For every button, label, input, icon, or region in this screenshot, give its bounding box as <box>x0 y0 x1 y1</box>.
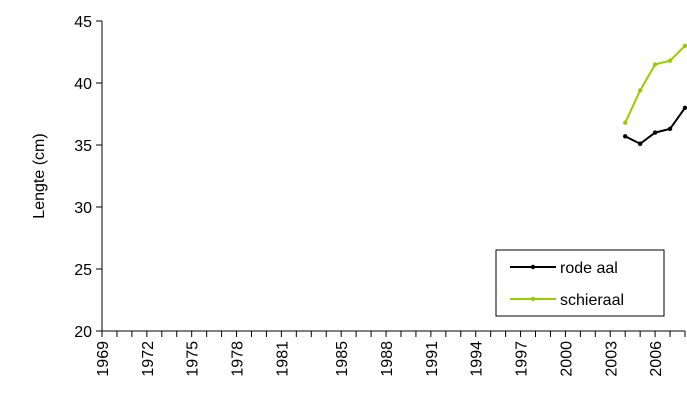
legend-label-2: schieraal <box>560 292 624 309</box>
x-tick-label: 1985 <box>334 341 351 377</box>
data-point <box>652 130 658 135</box>
y-tick-label: 35 <box>74 138 92 155</box>
series-line-1 <box>624 107 686 145</box>
x-axis: 1969 1972 1975 1978 1981 1985 1988 1991 1994 1997… <box>95 330 686 377</box>
y-axis: 20 25 30 35 40 45 <box>74 14 103 341</box>
y-tick-label: 45 <box>74 14 92 31</box>
data-point <box>623 120 628 125</box>
x-tick-label: 2000 <box>558 341 575 377</box>
x-tick-label: 1978 <box>230 341 247 377</box>
x-tick-label: 1988 <box>379 341 396 377</box>
x-tick-label: 2006 <box>648 341 665 377</box>
data-point <box>667 58 673 63</box>
x-tick-label: 1991 <box>424 341 441 377</box>
x-tick-label: 1972 <box>140 341 157 377</box>
y-tick-label: 25 <box>74 262 92 279</box>
series-lines <box>623 43 687 146</box>
x-tick-label: 1975 <box>185 341 202 377</box>
legend-marker-2 <box>530 296 536 302</box>
data-point <box>637 141 643 146</box>
x-tick-label: 2003 <box>603 341 620 377</box>
legend-marker-1 <box>530 264 536 270</box>
series-line-2 <box>624 45 686 124</box>
x-tick-label: 1969 <box>95 341 112 377</box>
x-tick-label: 1997 <box>514 341 531 377</box>
data-point <box>682 105 687 110</box>
y-tick-label: 20 <box>74 324 92 341</box>
legend-label-1: rode aal <box>560 260 618 277</box>
data-point <box>682 43 687 48</box>
data-point <box>667 126 673 132</box>
y-tick-label: 40 <box>74 76 92 93</box>
data-point <box>637 88 643 93</box>
x-tick-label: 1994 <box>469 341 486 377</box>
y-tick-label: 30 <box>74 200 92 217</box>
legend: rode aal schieraal <box>495 249 665 317</box>
data-point <box>623 134 628 139</box>
data-point <box>652 62 658 67</box>
y-axis-title: Lengte (cm) <box>31 133 48 218</box>
legend-box <box>495 249 665 317</box>
x-tick-label: 1981 <box>274 341 291 377</box>
